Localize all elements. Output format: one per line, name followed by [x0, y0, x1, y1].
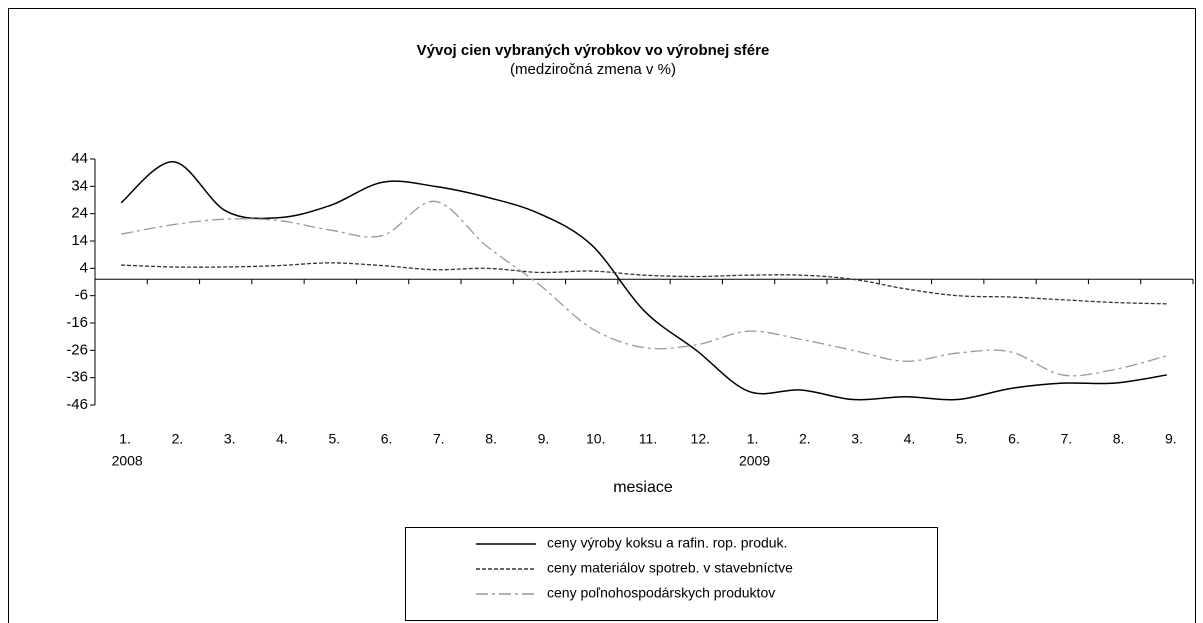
x-tick-label: 10.: [586, 431, 605, 447]
legend-label: ceny materiálov spotreb. v stavebníctve: [547, 560, 793, 576]
series-line: [121, 262, 1167, 305]
y-tick-label: 14: [71, 232, 88, 249]
x-tick-label: 6.: [1008, 431, 1020, 447]
x-tick-label: 9.: [1165, 431, 1177, 447]
y-tick-label: -36: [66, 369, 88, 386]
x-tick-label: 1.: [119, 431, 131, 447]
y-tick-label: -46: [66, 396, 88, 413]
chart-border: [8, 8, 1196, 623]
x-tick-label: 12.: [691, 431, 710, 447]
y-tick-label: -16: [66, 314, 88, 331]
y-tick-label: 4: [80, 259, 88, 276]
x-tick-label: 2.: [172, 431, 184, 447]
x-tick-label: 8.: [485, 431, 497, 447]
x-tick-label: 5.: [956, 431, 968, 447]
x-tick-label: 4.: [904, 431, 916, 447]
x-group-label: 2008: [112, 453, 143, 469]
x-tick-label: 8.: [1113, 431, 1125, 447]
series-line: [120, 160, 1167, 401]
x-tick-label: 9.: [538, 431, 550, 447]
legend-box: [405, 527, 938, 621]
chart-title: Vývoj cien vybraných výrobkov vo výrobne…: [417, 42, 770, 59]
series-line: [121, 200, 1168, 377]
x-tick-label: 5.: [328, 431, 340, 447]
x-tick-label: 3.: [224, 431, 236, 447]
x-tick-label: 1.: [747, 431, 759, 447]
x-group-label: 2009: [739, 453, 770, 469]
x-tick-label: 7.: [433, 431, 445, 447]
y-tick-label: -6: [75, 287, 88, 304]
x-tick-label: 3.: [851, 431, 863, 447]
x-tick-label: 7.: [1060, 431, 1072, 447]
x-tick-label: 2.: [799, 431, 811, 447]
x-tick-label: 6.: [381, 431, 393, 447]
y-tick-label: 34: [71, 177, 88, 194]
x-tick-label: 11.: [639, 431, 657, 447]
y-tick-label: 24: [71, 205, 88, 222]
legend-label: ceny výroby koksu a rafin. rop. produk.: [547, 535, 787, 551]
y-tick-label: -26: [66, 341, 88, 358]
x-tick-label: 4.: [276, 431, 288, 447]
legend-label: ceny poľnohospodárskych produktov: [547, 585, 775, 601]
x-axis-title: mesiace: [613, 479, 673, 496]
chart-subtitle: (medziročná zmena v %): [510, 61, 676, 78]
y-tick-label: 44: [71, 150, 88, 167]
